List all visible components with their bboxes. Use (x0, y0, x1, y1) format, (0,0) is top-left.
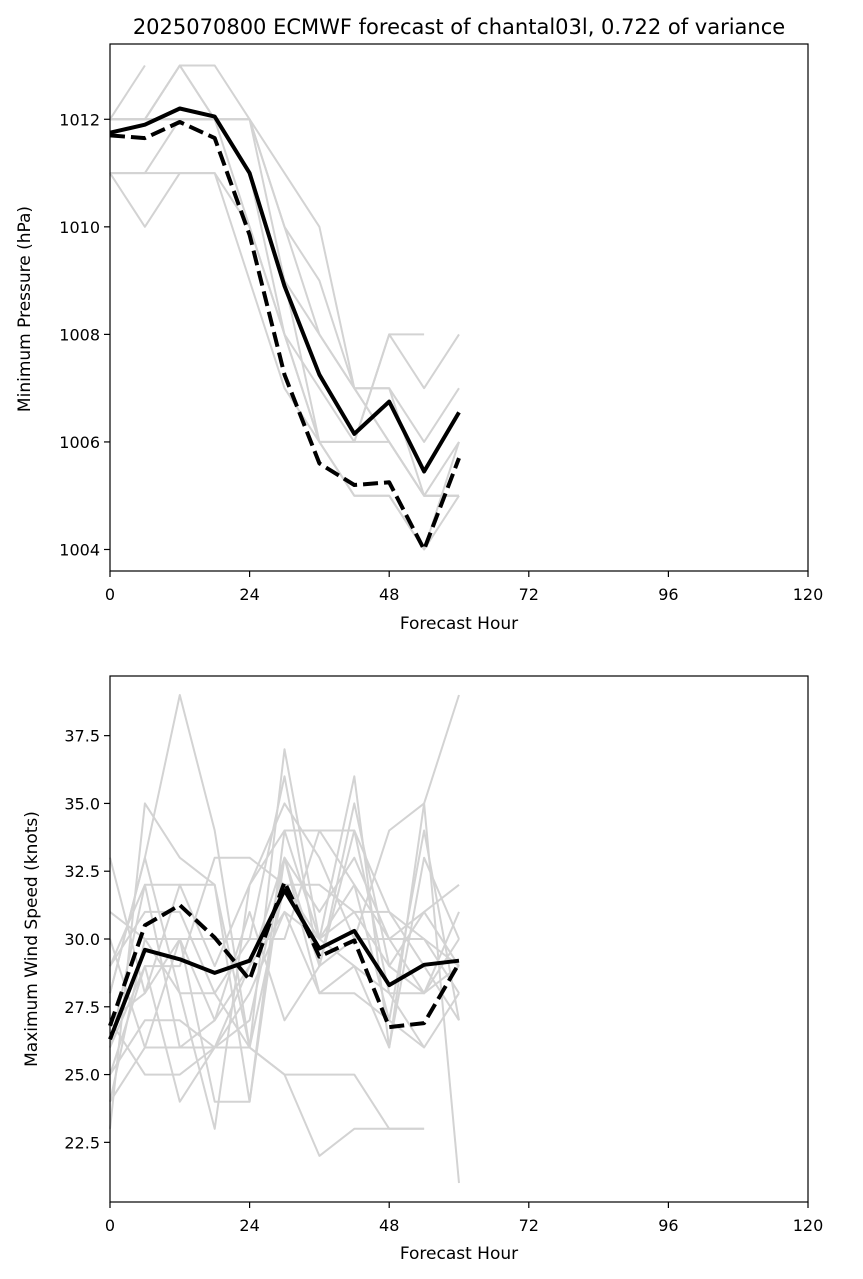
pressure-ensemble-member-1 (109, 64, 146, 120)
wind-ensemble-member-1 (109, 694, 460, 1129)
pressure-x-tick-label: 72 (519, 585, 539, 604)
pressure-y-axis-label: Minimum Pressure (hPa) (15, 206, 35, 412)
pressure-y-tick-label: 1006 (59, 433, 100, 452)
pressure-x-ticks: 0 24 48 72 96 120 (105, 571, 823, 604)
wind-y-tick-label: 27.5 (64, 998, 100, 1017)
wind-y-tick-label: 25.0 (64, 1066, 100, 1085)
pressure-plot-frame (109, 43, 809, 572)
wind-solid-mean-line (108, 888, 460, 1041)
pressure-x-tick-label: 24 (239, 585, 259, 604)
wind-x-tick-label: 0 (105, 1216, 115, 1235)
wind-x-axis-label: Forecast Hour (400, 1244, 518, 1264)
wind-ensemble-member-10 (109, 910, 460, 1022)
pressure-x-tick-label: 120 (793, 585, 824, 604)
wind-x-tick-label: 72 (519, 1216, 539, 1235)
wind-x-tick-label: 48 (379, 1216, 399, 1235)
pressure-y-ticks: 1004 1006 1008 1010 1012 (59, 110, 110, 559)
pressure-ensemble-member-6 (110, 172, 459, 497)
wind-dashed-mean-line (108, 880, 461, 1030)
pressure-y-tick-label: 1012 (59, 110, 100, 129)
pressure-solid-mean-line (109, 106, 461, 474)
wind-x-tick-label: 96 (658, 1216, 678, 1235)
pressure-mean-lines (109, 106, 461, 552)
pressure-y-tick-label: 1010 (59, 218, 100, 237)
pressure-ensemble-member-7 (110, 64, 460, 551)
wind-chart: 0 24 48 72 96 120 22.5 25.0 27.5 30.0 32.5 35.0 37.… (22, 675, 823, 1264)
pressure-ensemble-member-5 (109, 172, 425, 443)
wind-ensemble-member-14 (109, 829, 460, 968)
wind-y-axis-label: Maximum Wind Speed (knots) (22, 811, 42, 1067)
pressure-ensemble-member-10 (110, 64, 460, 443)
wind-x-ticks: 0 24 48 72 96 120 (105, 1202, 823, 1235)
wind-ensemble-lines (109, 694, 460, 1184)
pressure-x-tick-label: 96 (658, 585, 678, 604)
wind-y-tick-label: 22.5 (64, 1133, 100, 1152)
pressure-ensemble-member-9 (110, 118, 460, 443)
pressure-y-tick-label: 1008 (59, 325, 100, 344)
wind-y-tick-label: 32.5 (64, 862, 100, 881)
wind-x-tick-label: 120 (793, 1216, 824, 1235)
pressure-x-tick-label: 48 (379, 585, 399, 604)
pressure-chart: 2025070800 ECMWF forecast of chantal03l,… (15, 15, 823, 634)
wind-y-tick-label: 37.5 (64, 727, 100, 746)
wind-mean-lines (108, 880, 461, 1041)
pressure-y-tick-label: 1004 (59, 540, 100, 559)
wind-y-tick-label: 30.0 (64, 930, 100, 949)
chart-title: 2025070800 ECMWF forecast of chantal03l,… (133, 15, 785, 39)
wind-y-ticks: 22.5 25.0 27.5 30.0 32.5 35.0 37.5 (64, 727, 110, 1152)
wind-ensemble-member-13 (109, 1019, 425, 1130)
wind-ensemble-member-15 (109, 856, 460, 1103)
pressure-x-axis-label: Forecast Hour (400, 614, 518, 634)
pressure-ensemble-lines (109, 64, 460, 551)
wind-ensemble-member-16 (109, 910, 460, 1049)
wind-y-tick-label: 35.0 (64, 794, 100, 813)
pressure-dashed-mean-line (109, 120, 461, 552)
wind-x-tick-label: 24 (239, 1216, 259, 1235)
pressure-x-tick-label: 0 (105, 585, 115, 604)
